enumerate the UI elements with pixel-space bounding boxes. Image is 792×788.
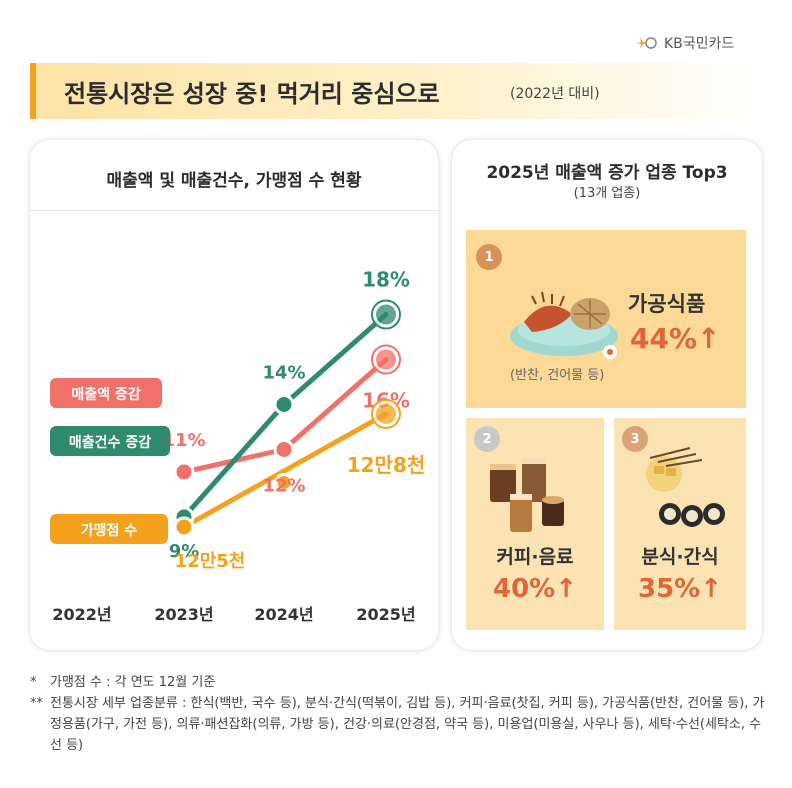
data-label: 18%: [362, 268, 410, 292]
data-label: 12만5천: [175, 551, 246, 572]
legend-tag: [50, 378, 162, 408]
legend-label: 매출액 증감: [71, 386, 140, 403]
top3-value-3: 35%↑: [614, 574, 746, 604]
top3-subtitle: (13개 업종): [573, 186, 641, 201]
medal-rank: 1: [484, 249, 494, 265]
top3-name-3: 분식·간식: [641, 546, 719, 568]
top3-value-1: 44%↑: [630, 322, 721, 355]
top3-value-1-number: 44%: [630, 322, 698, 355]
top3-value-2-number: 40%: [492, 574, 556, 604]
footnote-2: ** 전통시장 세부 업종분류 : 한식(백반, 국수 등), 분식·간식(떡볶…: [30, 693, 770, 756]
up-arrow-icon: ↑: [555, 574, 578, 604]
snack-illustration-icon: [646, 447, 725, 527]
legend-tag: [50, 514, 168, 544]
data-point: [273, 394, 295, 415]
data-label: 12만8천: [347, 453, 426, 477]
data-point: [273, 439, 295, 460]
top3-card-2: 2 커피·음료 40%↑: [466, 418, 604, 630]
up-arrow-icon: ↑: [700, 574, 723, 604]
top3-name-2: 커피·음료: [496, 546, 574, 568]
series-line: [181, 411, 389, 530]
data-point: [173, 516, 195, 538]
footnotes: * 가맹점 수 : 각 연도 12월 기준 ** 전통시장 세부 업종분류 : …: [30, 672, 770, 756]
chart-divider: [30, 210, 438, 211]
data-point: [372, 399, 400, 428]
brand-logo: KB국민카드: [636, 33, 734, 53]
chart-title: 매출액 및 매출건수, 가맹점 수 현황: [106, 171, 362, 191]
data-label: 14%: [262, 363, 305, 384]
up-arrow-icon: ↑: [697, 322, 721, 355]
side-dish-illustration-icon: [510, 291, 618, 359]
data-point: [173, 461, 195, 483]
legend-label: 가맹점 수: [81, 522, 138, 539]
top3-note-1: (반찬, 건어물 등): [510, 368, 605, 383]
x-tick-label: 2025년: [356, 605, 415, 624]
x-tick-label: 2023년: [154, 605, 213, 624]
footnote-text: 전통시장 세부 업종분류 : 한식(백반, 국수 등), 분식·간식(떡볶이, …: [50, 696, 765, 753]
kb-star-icon: [637, 37, 657, 49]
page-subtitle: (2022년 대비): [510, 86, 600, 102]
footnote-1: * 가맹점 수 : 각 연도 12월 기준: [30, 672, 770, 693]
coffee-drinks-illustration-icon: [490, 458, 564, 532]
x-tick-label: 2022년: [52, 605, 111, 624]
data-point: [274, 472, 294, 492]
top3-panel: 2025년 매출액 증가 업종 Top3 (13개 업종) 1 가공식품 44%…: [452, 140, 762, 650]
top3-name-1: 가공식품: [628, 292, 706, 316]
line-chart: 2022년2023년2024년2025년11%12%16%9%14%18%12만…: [50, 268, 426, 624]
chart-panel: 매출액 및 매출건수, 가맹점 수 현황 2022년 2023년 2024년 2025…: [30, 140, 438, 650]
brand-logo-text: KB국민카드: [664, 36, 735, 52]
medal-2-icon: 2: [474, 426, 500, 452]
medal-1-icon: 1: [476, 244, 502, 270]
medal-rank: 3: [630, 431, 640, 447]
headline-banner: 전통시장은 성장 중! 먹거리 중심으로 (2022년 대비): [30, 63, 774, 119]
data-point: [372, 300, 400, 329]
data-label: 11%: [162, 430, 205, 451]
data-point-ring: [371, 344, 401, 375]
top3-value-2: 40%↑: [466, 574, 604, 604]
top3-card-3: 3 분식·간식 35%↑: [614, 418, 746, 630]
footnote-text: 가맹점 수 : 각 연도 12월 기준: [50, 675, 216, 690]
legend-label: 매출건수 증감: [69, 434, 151, 451]
data-point-ring: [371, 299, 401, 330]
x-tick-label: 2024년: [254, 605, 313, 624]
top3-value-3-number: 35%: [637, 574, 701, 604]
footnote-mark: **: [30, 696, 43, 711]
top3-card-1: 1 가공식품 44%↑ (반찬, 건어물 등): [466, 230, 746, 408]
data-label: 9%: [169, 541, 200, 562]
page-title: 전통시장은 성장 중! 먹거리 중심으로: [64, 80, 440, 108]
data-point: [372, 345, 400, 374]
data-point-ring: [371, 398, 401, 429]
footnote-mark: *: [30, 675, 37, 690]
top3-title: 2025년 매출액 증가 업종 Top3: [486, 163, 728, 183]
legend-tag: [50, 426, 170, 456]
medal-rank: 2: [482, 431, 492, 447]
data-label: 12%: [262, 476, 305, 497]
medal-3-icon: 3: [622, 426, 648, 452]
